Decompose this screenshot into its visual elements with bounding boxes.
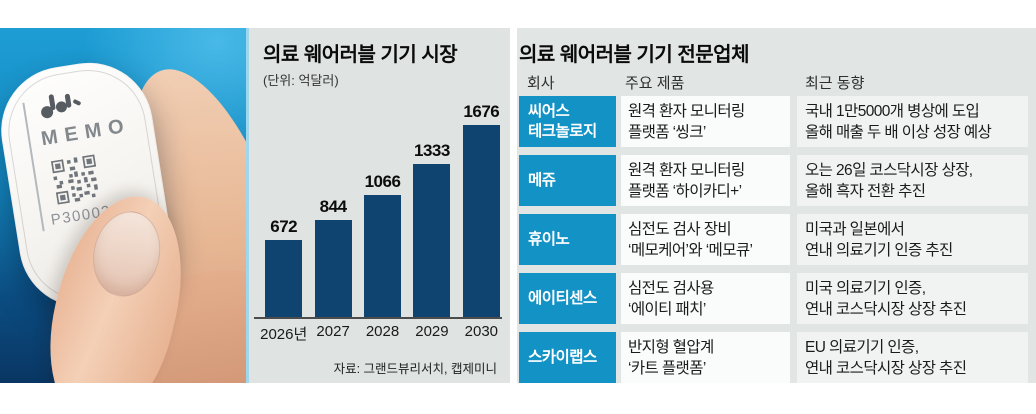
table-row: 에이티센스 심전도 검사용 ‘에이티 패치’ 미국 의료기기 인증, 연내 코스닥시장 … (519, 273, 1028, 324)
chart-unit-label: (단위: 억달러) (263, 73, 339, 88)
bar-2027 (314, 220, 352, 317)
company-name-line: 에이티센스 (528, 289, 597, 307)
bar-value-label: 672 (270, 217, 298, 236)
bar-chart: 672 844 1066 1333 1676 (259, 87, 506, 317)
trend-cell: 오는 26일 코스닥시장 상장, 올해 흑자 전환 추진 (797, 155, 1028, 206)
trend-line: 오는 26일 코스닥시장 상장, (805, 161, 973, 179)
bar-value-label: 1066 (364, 172, 401, 191)
companies-table-panel: 의료 웨어러블 기기 전문업체 회사 주요 제품 최근 동향 씨어스 테크놀로지 원… (517, 28, 1036, 383)
bar-group: 1676 (457, 102, 506, 317)
product-line: 플랫폼 ‘씽크’ (628, 123, 706, 141)
company-badge: 스카이랩스 (519, 332, 616, 383)
bar-group: 844 (308, 197, 357, 317)
bar-value-label: 844 (319, 197, 347, 216)
trend-line: 미국과 일본에서 (805, 220, 905, 238)
product-line: 원격 환자 모니터링 (628, 102, 745, 120)
x-tick-label: 2026년 (260, 326, 308, 343)
qr-code-icon (50, 154, 101, 205)
product-line: 원격 환자 모니터링 (628, 161, 745, 179)
x-tick-label: 2028 (365, 323, 400, 340)
table-header: 회사 주요 제품 최근 동향 (519, 72, 1028, 92)
company-name-line: 메쥬 (528, 171, 556, 189)
trend-line: 미국 의료기기 인증, (805, 279, 926, 297)
device-print-divider (22, 102, 45, 232)
trend-line: 올해 매출 두 배 이상 성장 예상 (805, 123, 992, 141)
company-badge: 메쥬 (519, 155, 616, 206)
wearable-device: MEMO (0, 53, 180, 317)
trend-cell: 미국 의료기기 인증, 연내 코스닥시장 상장 추진 (797, 273, 1028, 324)
bar-2028 (364, 195, 402, 317)
trend-line: 연내 코스닥시장 상장 추진 (805, 300, 967, 318)
device-logo-icon (37, 87, 87, 122)
product-line: ‘에이티 패치’ (628, 300, 706, 318)
product-line: 심전도 검사용 (628, 279, 714, 297)
trend-line: EU 의료기기 인증, (805, 338, 919, 356)
trend-line: 국내 1만5000개 병상에 도입 (805, 102, 980, 120)
product-line: 심전도 검사 장비 (628, 220, 732, 238)
table-title: 의료 웨어러블 기기 전문업체 (519, 44, 749, 66)
trend-line: 올해 흑자 전환 추진 (805, 182, 926, 200)
trend-cell: EU 의료기기 인증, 연내 코스닥시장 상장 추진 (797, 332, 1028, 383)
column-header-product: 주요 제품 (625, 75, 685, 92)
column-header-trend: 최근 동향 (805, 75, 865, 92)
company-name-line: 씨어스 (528, 102, 570, 120)
x-axis-labels: 2026년 2027 2028 2029 2030 (259, 323, 506, 344)
chart-source: 자료: 그랜드뷰리서치, 캡제미니 (333, 362, 497, 376)
company-name-line: 스카이랩스 (528, 348, 597, 366)
product-line: 반지형 혈압계 (628, 338, 714, 356)
product-cell: 반지형 혈압계 ‘카트 플랫폼’ (621, 332, 790, 383)
table-row: 스카이랩스 반지형 혈압계 ‘카트 플랫폼’ EU 의료기기 인증, 연내 코스닥시장 … (519, 332, 1028, 383)
company-name-line: 테크놀로지 (528, 122, 597, 140)
thumb-nail (84, 204, 169, 304)
bar-value-label: 1676 (463, 102, 500, 121)
company-name-line: 휴이노 (528, 230, 570, 248)
table-row: 씨어스 테크놀로지 원격 환자 모니터링 플랫폼 ‘씽크’ 국내 1만5000개 병상에… (519, 96, 1028, 147)
column-header-company: 회사 (527, 75, 555, 92)
x-axis-line (254, 317, 502, 319)
device-brand-label: MEMO (39, 114, 133, 151)
trend-line: 연내 의료기기 인증 추진 (805, 241, 953, 259)
bar-2030 (462, 125, 500, 317)
company-badge: 휴이노 (519, 214, 616, 265)
bar-group: 672 (259, 217, 308, 317)
bar-2029 (413, 164, 451, 317)
bar-2026년 (265, 240, 303, 317)
trend-line: 연내 코스닥시장 상장 추진 (805, 359, 967, 377)
product-cell: 심전도 검사용 ‘에이티 패치’ (621, 273, 790, 324)
device-photo: MEMO (0, 28, 249, 383)
company-badge: 에이티센스 (519, 273, 616, 324)
product-line: ‘카트 플랫폼’ (628, 359, 706, 377)
bar-group: 1066 (358, 172, 407, 317)
x-tick-label: 2027 (316, 323, 350, 340)
market-chart-panel: 의료 웨어러블 기기 시장 (단위: 억달러) 672 844 1066 1333 16… (249, 28, 510, 383)
table-rows: 씨어스 테크놀로지 원격 환자 모니터링 플랫폼 ‘씽크’ 국내 1만5000개 병상에… (519, 96, 1028, 391)
chart-title: 의료 웨어러블 기기 시장 (263, 44, 458, 66)
product-cell: 심전도 검사 장비 ‘메모케어’와 ‘메모큐’ (621, 214, 790, 265)
bar-group: 1333 (407, 141, 456, 317)
product-line: ‘메모케어’와 ‘메모큐’ (628, 241, 753, 259)
product-line: 플랫폼 ‘하이카디+’ (628, 182, 742, 200)
x-tick-label: 2030 (464, 323, 499, 340)
x-tick-label: 2029 (415, 323, 449, 340)
bar-value-label: 1333 (414, 141, 450, 160)
